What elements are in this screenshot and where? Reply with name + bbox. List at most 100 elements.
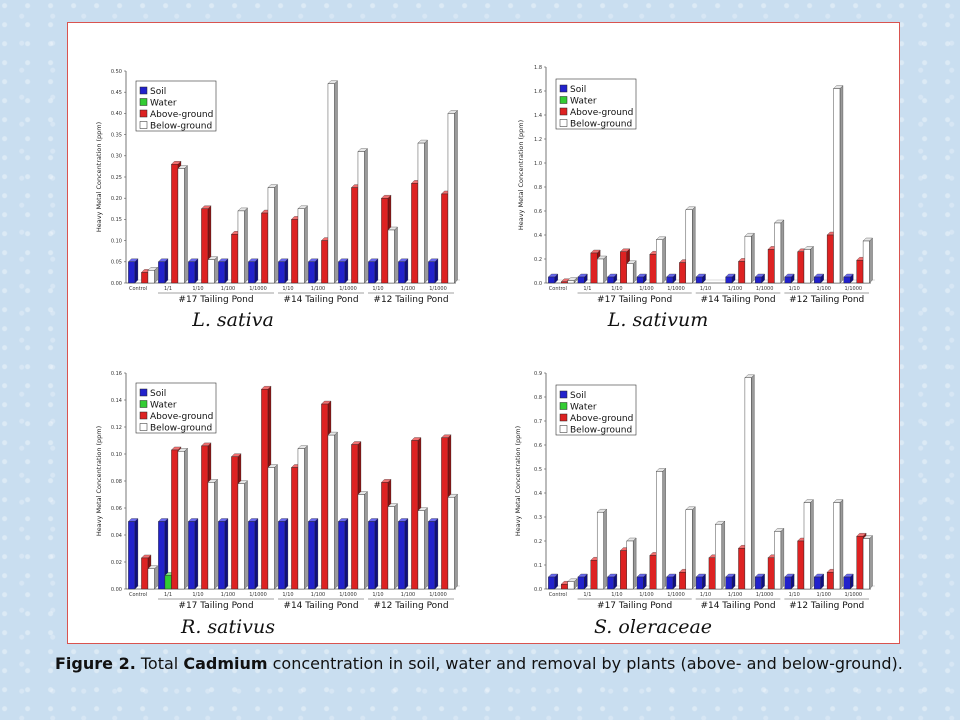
bar [754, 273, 765, 284]
bar [128, 258, 139, 284]
bar-side [869, 237, 873, 284]
bar-side [134, 258, 139, 284]
bar-front [231, 234, 239, 284]
legend-swatch [559, 390, 568, 399]
bar-front [428, 521, 436, 590]
bar [368, 258, 379, 284]
y-tick-label: 0.7 [534, 419, 542, 425]
bar [744, 374, 755, 590]
bar [567, 578, 578, 590]
bar-front [679, 572, 687, 590]
y-tick-label: 0.5 [534, 467, 542, 473]
y-tick-label: 1.6 [534, 89, 542, 95]
y-tick-label: 0.8 [534, 395, 542, 401]
caption-pre: Total [135, 654, 184, 673]
bar-front [814, 276, 821, 284]
x-tick-label: 1/100 [311, 592, 325, 598]
chart-2: 0.0 0.2 0.4 0.6 0.8 1.0 1.2 1.4 1.6 1.8 Heavy Meta… [517, 65, 875, 331]
bar [158, 258, 169, 284]
x-tick-label: 1/10 [700, 286, 711, 292]
x-tick-label: 1/1 [164, 592, 172, 598]
group-label: #14 Tailing Pond [283, 295, 358, 305]
bar-front [590, 560, 598, 590]
bar-side [394, 503, 398, 590]
bar-side [364, 148, 368, 284]
group-label: #14 Tailing Pond [283, 601, 358, 611]
group-label: #12 Tailing Pond [789, 601, 864, 611]
bar-side [632, 260, 637, 284]
legend-label: Above-ground [570, 414, 633, 424]
bar-side [184, 165, 188, 284]
x-tick-label: 1/100 [221, 286, 235, 292]
y-tick-label: 0.8 [534, 185, 542, 191]
bar [666, 273, 677, 284]
bar-front [141, 557, 149, 590]
y-tick-label: 0.30 [111, 154, 122, 160]
bar [357, 148, 368, 284]
bar-front [201, 208, 209, 284]
x-tick-label: 1/100 [401, 592, 415, 598]
group-label: #12 Tailing Pond [373, 295, 448, 305]
bar [398, 258, 409, 284]
bar-front [321, 240, 329, 284]
bar-front [338, 261, 346, 284]
bar-front [626, 263, 634, 284]
bar-front [147, 270, 155, 284]
bar [177, 165, 188, 284]
bar-front [774, 222, 782, 284]
y-tick-label: 0.00 [111, 587, 122, 593]
bar-front [278, 261, 286, 284]
bar-front [171, 164, 179, 284]
bar-front [207, 259, 215, 284]
bar-front [803, 249, 811, 284]
bar [607, 273, 618, 284]
bar-front [577, 276, 585, 284]
bar-front [267, 187, 275, 284]
x-tick-label: Control [129, 592, 147, 598]
legend-swatch [139, 98, 148, 106]
x-tick-label: 1/1000 [249, 592, 267, 598]
bar [695, 573, 706, 590]
bar-front [754, 276, 762, 284]
bar-front [738, 548, 746, 590]
bar-front [567, 581, 575, 590]
bar-front [291, 467, 299, 590]
bar-front [666, 276, 674, 284]
bar-side [404, 258, 409, 284]
bar [128, 518, 139, 590]
bar-side [632, 537, 637, 590]
bar [387, 226, 398, 284]
legend-box [135, 382, 217, 434]
x-tick-label: 1/100 [817, 286, 831, 292]
bar-front [381, 197, 389, 284]
bar-side [274, 464, 278, 590]
y-tick-label: 0.14 [111, 398, 122, 404]
bar-front [561, 584, 568, 590]
legend-swatch [559, 96, 568, 104]
bar [636, 273, 647, 284]
y-tick-label: 0.3 [534, 515, 542, 521]
bar-front [636, 276, 644, 284]
bar-front [338, 521, 346, 590]
x-tick-label: 1/10 [282, 286, 293, 292]
legend-label: Below-ground [570, 426, 632, 436]
bar-front [626, 540, 634, 590]
bar-front [856, 536, 864, 590]
bar-front [218, 521, 226, 590]
bar-front [715, 524, 722, 590]
bar-front [368, 521, 376, 590]
figure-panel: 0.00 0.05 0.10 0.15 0.20 0.25 0.30 0.35 0.40 0.45… [67, 22, 900, 644]
legend-swatch [139, 411, 148, 420]
bar-front [695, 576, 703, 590]
bar-front [291, 219, 299, 284]
legend-swatch [139, 121, 148, 129]
legend-label: Below-ground [150, 122, 212, 132]
bar [714, 520, 726, 590]
bar [774, 528, 785, 590]
charts-canvas: 0.00 0.05 0.10 0.15 0.20 0.25 0.30 0.35 0.40 0.45… [95, 65, 875, 638]
group-label: #12 Tailing Pond [373, 601, 448, 611]
legend-label: Above-ground [150, 110, 213, 120]
species-label: L. sativum [607, 309, 708, 331]
bar [725, 573, 736, 590]
bar-front [141, 272, 149, 284]
